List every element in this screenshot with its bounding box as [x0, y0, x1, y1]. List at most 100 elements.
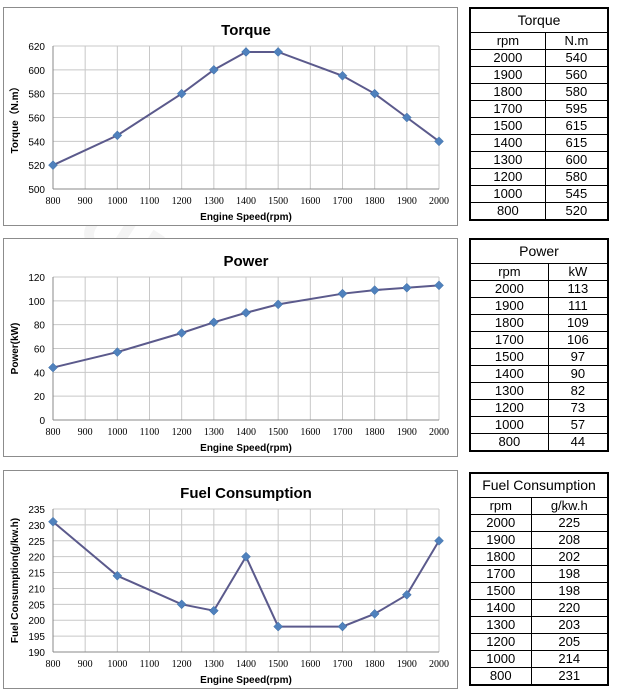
table-row: 1000 214	[469, 650, 609, 668]
data-point	[112, 570, 123, 581]
x-tick-label: 1600	[300, 427, 320, 438]
power-chart-panel: Power 0 20 40 60 80 100 120 800 900 1000 1100 1200 13…	[3, 238, 458, 457]
table-cell: 90	[547, 365, 609, 383]
table-cell: 1500	[469, 117, 546, 135]
column-header: rpm	[469, 32, 546, 50]
data-point	[112, 130, 123, 141]
data-point	[176, 599, 187, 610]
y-tick-label: 0	[39, 416, 45, 427]
table-cell: 1400	[469, 599, 532, 617]
table-row: 800 231	[469, 667, 609, 686]
y-axis-label: Fuel Consumption(g/kw.h)	[10, 518, 21, 643]
x-tick-label: 1900	[397, 659, 417, 670]
data-point	[337, 70, 348, 81]
y-tick-label: 225	[28, 537, 45, 548]
table-title: Torque	[469, 7, 609, 33]
x-axis-label: Engine Speed(rpm)	[200, 443, 292, 454]
table-header-row: rpm kW	[469, 263, 609, 281]
data-point	[337, 288, 348, 299]
y-tick-label: 60	[34, 345, 46, 356]
x-tick-label: 1000	[107, 659, 127, 670]
data-point	[208, 64, 219, 75]
table-cell: 198	[530, 582, 609, 600]
x-tick-label: 1300	[204, 196, 224, 207]
x-tick-label: 1400	[236, 196, 256, 207]
table-cell: 615	[544, 134, 609, 152]
data-point	[369, 609, 380, 619]
table-row: 2000 225	[469, 514, 609, 532]
series-line	[52, 520, 440, 628]
data-point	[176, 328, 187, 338]
table-cell: 231	[530, 667, 609, 686]
table-row: 1900 208	[469, 531, 609, 549]
x-tick-label: 1600	[300, 659, 320, 670]
y-tick-label: 80	[34, 321, 46, 332]
y-tick-label: 215	[28, 569, 45, 580]
table-row: 1000 57	[469, 416, 609, 434]
y-tick-label: 520	[28, 161, 45, 172]
table-cell: 1300	[469, 151, 546, 169]
column-header: rpm	[469, 497, 532, 515]
data-point	[48, 362, 58, 373]
table-cell: 615	[544, 117, 609, 135]
data-point	[273, 621, 284, 632]
table-cell: 1200	[469, 633, 532, 651]
table-cell: 545	[544, 185, 609, 203]
data-point	[48, 516, 58, 527]
data-point	[434, 136, 444, 147]
x-tick-label: 2000	[429, 196, 449, 207]
y-tick-label: 40	[34, 368, 46, 379]
data-point	[112, 347, 123, 357]
x-tick-label: 1500	[268, 659, 288, 670]
fuel-consumption-table: Fuel Consumption rpm g/kw.h 2000 225 1900 208 1…	[469, 472, 609, 686]
fuel-chart-panel: Fuel Consumption 190 195 200 205 210 215 220 225…	[3, 470, 458, 689]
table-cell: 2000	[469, 514, 532, 532]
table-title-row: Fuel Consumption	[469, 472, 609, 498]
table-header-row: rpm g/kw.h	[469, 497, 609, 515]
table-cell: 220	[530, 599, 609, 617]
x-tick-label: 800	[46, 427, 61, 438]
table-row: 1200 580	[469, 168, 609, 186]
x-tick-label: 800	[46, 659, 61, 670]
table-cell: 203	[530, 616, 609, 634]
y-tick-label: 20	[34, 392, 46, 403]
data-point	[273, 299, 284, 310]
table-row: 1200 73	[469, 399, 609, 417]
y-tick-label: 580	[28, 90, 45, 101]
table-cell: 1900	[469, 531, 532, 549]
table-cell: 1500	[469, 582, 532, 600]
table-cell: 560	[544, 66, 609, 84]
table-cell: 82	[547, 382, 609, 400]
table-cell: 1700	[469, 331, 549, 349]
table-cell: 1000	[469, 650, 532, 668]
table-row: 1300 600	[469, 151, 609, 169]
x-tick-label: 1300	[204, 427, 224, 438]
x-tick-label: 1900	[397, 196, 417, 207]
table-row: 1000 545	[469, 185, 609, 203]
y-tick-label: 220	[28, 553, 45, 564]
data-point	[208, 317, 219, 328]
table-title-row: Torque	[469, 7, 609, 33]
table-cell: 1000	[469, 416, 549, 434]
table-cell: 1500	[469, 348, 549, 366]
x-tick-label: 1300	[204, 659, 224, 670]
y-tick-label: 205	[28, 600, 45, 611]
table-title: Power	[469, 238, 609, 264]
table-cell: 580	[544, 83, 609, 101]
y-tick-label: 540	[28, 137, 45, 148]
y-tick-label: 190	[28, 648, 45, 659]
x-tick-label: 1800	[365, 427, 385, 438]
power-table: Power rpm kW 2000 113 1900 111 1800 109 1700 106 15…	[469, 238, 609, 452]
y-tick-label: 200	[28, 616, 45, 627]
x-tick-label: 2000	[429, 659, 449, 670]
torque-chart-panel: Torque 500 520 540 560 580 600 620 800 900 1000 110…	[3, 7, 458, 226]
y-tick-label: 100	[28, 297, 45, 308]
table-cell: 1400	[469, 134, 546, 152]
x-tick-label: 1500	[268, 427, 288, 438]
table-title: Fuel Consumption	[469, 472, 609, 498]
table-row: 1400 220	[469, 599, 609, 617]
data-point	[241, 551, 251, 562]
chart-title: Power	[223, 253, 268, 270]
x-tick-label: 1600	[300, 196, 320, 207]
table-cell: 1000	[469, 185, 546, 203]
